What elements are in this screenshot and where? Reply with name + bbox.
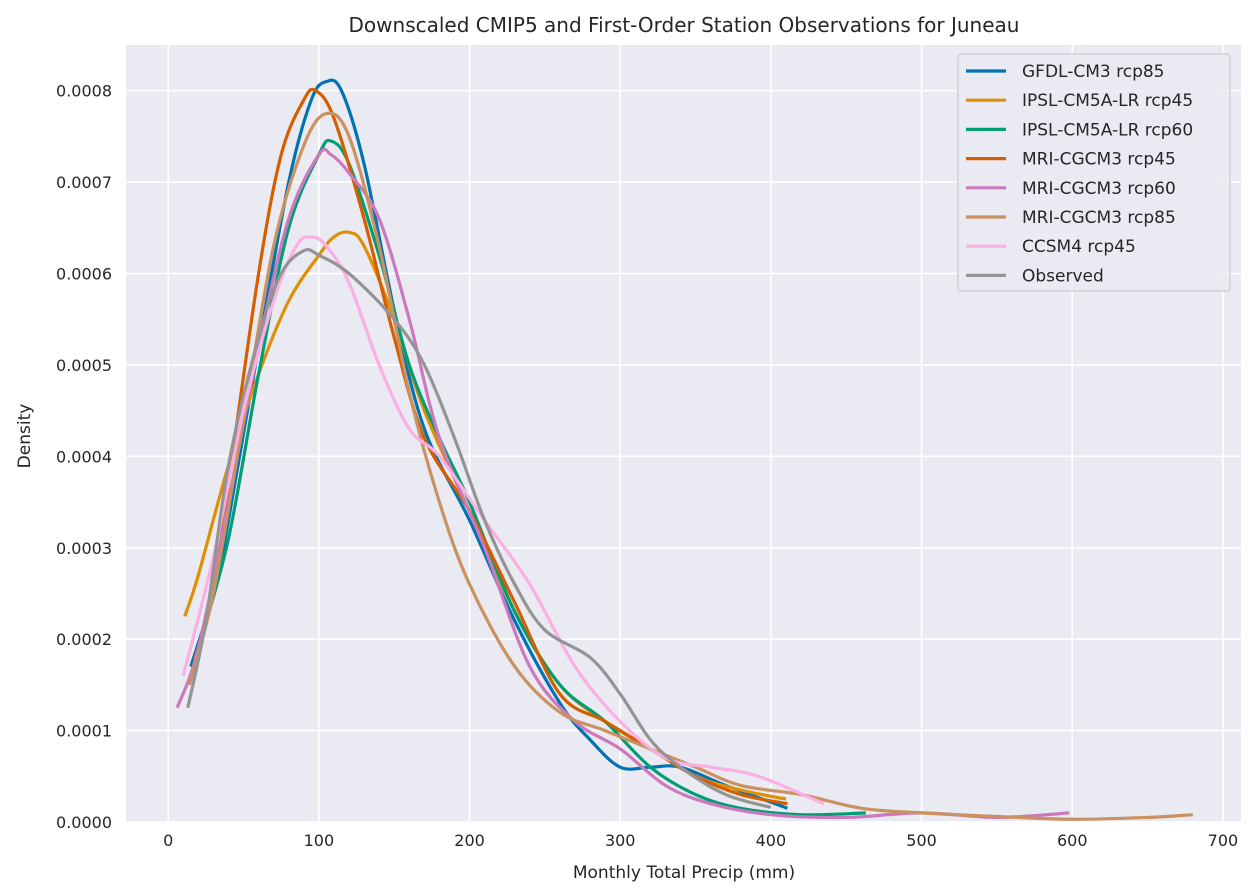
- y-axis-ticks: 0.0000 0.0001 0.0002 0.0003 0.0004 0.0005 0.00…: [56, 82, 112, 832]
- x-tick-label: 700: [1208, 831, 1239, 850]
- y-tick-label: 0.0004: [56, 447, 112, 466]
- series-line-ipsl-cm5a-lr-rcp60: [187, 138, 866, 817]
- series-line-mri-cgcm3-rcp45: [193, 87, 788, 806]
- x-tick-label: 0: [163, 831, 173, 850]
- legend-label-ccsm4-rcp45: CCSM4 rcp45: [1022, 237, 1136, 257]
- x-tick-label: 100: [304, 831, 335, 850]
- legend-label-gfdl-cm3-rcp85: GFDL-CM3 rcp85: [1022, 62, 1165, 82]
- y-tick-label: 0.0000: [56, 813, 112, 832]
- x-axis-label: Monthly Total Precip (mm): [573, 863, 795, 883]
- y-tick-label: 0.0002: [56, 630, 112, 649]
- chart-title: Downscaled CMIP5 and First-Order Station…: [349, 13, 1020, 37]
- x-axis-ticks: 0 100 200 300 400 500 600 700: [163, 831, 1238, 850]
- legend-frame: [957, 53, 1231, 292]
- y-tick-label: 0.0007: [56, 173, 112, 192]
- x-tick-label: 600: [1057, 831, 1088, 850]
- x-tick-label: 200: [454, 831, 485, 850]
- series-line-observed: [186, 247, 772, 809]
- x-tick-label: 400: [756, 831, 787, 850]
- series-layer: [175, 78, 1193, 821]
- y-tick-label: 0.0008: [56, 82, 112, 101]
- x-tick-label: 500: [906, 831, 937, 850]
- series-line-mri-cgcm3-rcp85: [187, 111, 1193, 821]
- y-tick-label: 0.0005: [56, 356, 112, 375]
- legend-label-mri-cgcm3-rcp60: MRI-CGCM3 rcp60: [1022, 179, 1176, 199]
- y-tick-label: 0.0001: [56, 722, 112, 741]
- legend-label-observed: Observed: [1022, 266, 1104, 286]
- legend-label-ipsl-cm5a-lr-rcp60: IPSL-CM5A-LR rcp60: [1022, 120, 1193, 140]
- y-tick-label: 0.0006: [56, 265, 112, 284]
- legend-label-mri-cgcm3-rcp85: MRI-CGCM3 rcp85: [1022, 208, 1176, 228]
- x-tick-label: 300: [605, 831, 636, 850]
- legend-label-mri-cgcm3-rcp45: MRI-CGCM3 rcp45: [1022, 150, 1176, 170]
- y-axis-label: Density: [15, 404, 35, 469]
- legend: GFDL-CM3 rcp85 IPSL-CM5A-LR rcp45 IPSL-CM5…: [957, 53, 1231, 292]
- y-tick-label: 0.0003: [56, 539, 112, 558]
- legend-label-ipsl-cm5a-lr-rcp45: IPSL-CM5A-LR rcp45: [1022, 91, 1193, 111]
- series-line-ccsm4-rcp45: [181, 235, 825, 806]
